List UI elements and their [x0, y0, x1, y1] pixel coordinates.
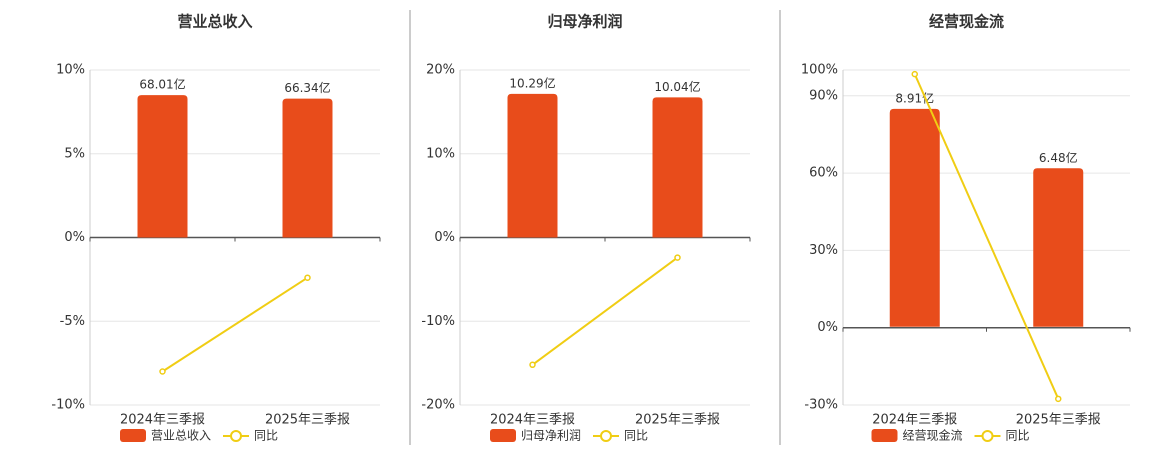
point — [911, 70, 918, 78]
legend-label: 归母净利润 — [521, 429, 581, 443]
y-tick-label: 5% — [64, 146, 85, 161]
y-tick-label: -10% — [421, 314, 455, 329]
x-tick-label: 2024年三季报 — [490, 413, 575, 428]
legend-marker — [600, 430, 612, 442]
chart-title: 营业总收入 — [177, 13, 252, 31]
bar — [282, 98, 333, 238]
point — [304, 274, 311, 281]
y-tick-label: 100% — [801, 63, 838, 78]
bar-value-label: 66.34亿 — [284, 80, 330, 95]
x-tick-label: 2025年三季报 — [265, 413, 350, 428]
line — [913, 73, 1060, 400]
point — [1055, 395, 1062, 403]
y-tick-label: 60% — [809, 166, 838, 181]
legend-swatch — [871, 429, 898, 442]
y-tick-label: -20% — [421, 398, 455, 413]
y-tick-label: 20% — [426, 63, 455, 78]
y-tick-label: -30% — [804, 398, 838, 413]
legend-marker — [230, 430, 242, 442]
bar — [137, 95, 188, 238]
legend-marker — [981, 430, 994, 442]
bar — [652, 97, 703, 238]
bar — [1033, 168, 1084, 327]
chart-title: 归母净利润 — [547, 13, 622, 31]
y-tick-label: 0% — [64, 230, 85, 245]
bar-value-label: 10.29亿 — [509, 75, 555, 90]
y-tick-label: 90% — [809, 88, 838, 103]
x-tick-label: 2024年三季报 — [120, 413, 205, 428]
y-tick-label: 0% — [434, 230, 455, 245]
y-tick-label: 0% — [817, 320, 838, 335]
x-tick-label: 2025年三季报 — [1016, 413, 1101, 428]
legend-swatch — [120, 429, 146, 442]
x-tick-label: 2024年三季报 — [872, 413, 957, 428]
y-tick-label: 10% — [56, 63, 85, 78]
x-tick-label: 2025年三季报 — [635, 413, 720, 428]
y-tick-label: -10% — [51, 398, 85, 413]
y-tick-label: 30% — [809, 243, 838, 258]
legend-label: 经营现金流 — [903, 428, 963, 443]
bar-value-label: 68.01亿 — [139, 77, 185, 92]
legend-label: 同比 — [254, 429, 278, 443]
bar — [507, 93, 558, 238]
legend-swatch — [490, 429, 516, 442]
legend-label: 同比 — [624, 429, 648, 443]
legend-label: 营业总收入 — [151, 429, 211, 443]
chart-title: 经营现金流 — [929, 13, 1004, 31]
bar — [889, 108, 940, 327]
y-tick-label: -5% — [60, 314, 85, 329]
point — [159, 368, 166, 375]
legend-label: 同比 — [1006, 429, 1030, 443]
y-tick-label: 10% — [426, 146, 455, 161]
point — [529, 361, 536, 369]
line — [161, 276, 309, 373]
bar-value-label: 6.48亿 — [1039, 150, 1078, 165]
line — [531, 256, 679, 366]
bar-value-label: 10.04亿 — [654, 79, 700, 94]
point — [674, 254, 681, 261]
